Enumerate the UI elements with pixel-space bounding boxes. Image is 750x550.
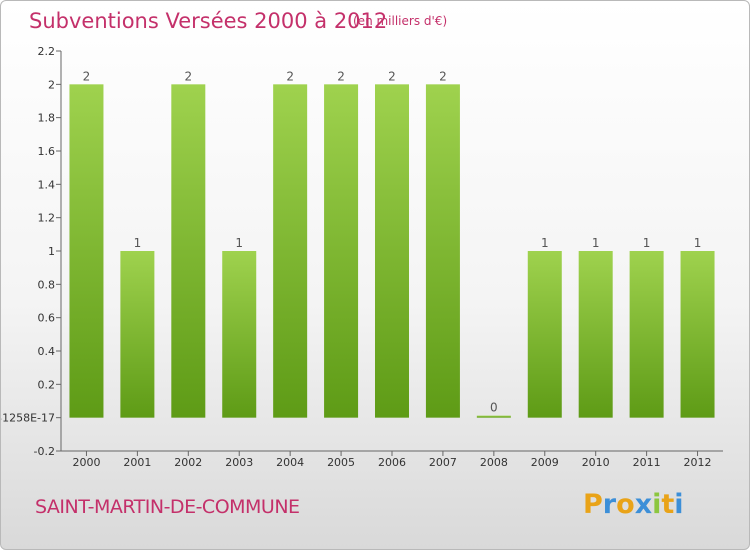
chart-subtitle: (en milliers d'€) <box>353 14 448 28</box>
bar-2004 <box>273 84 308 418</box>
data-label-2006: 2 <box>388 69 396 83</box>
bar-2003 <box>222 251 257 418</box>
bar-2008 <box>476 415 511 418</box>
y-tick-label: 0.2 <box>38 378 56 391</box>
labels: 2 2000 1 2001 2 2002 1 2003 2 2004 2 2005 2 2006 2 2007… <box>72 69 711 469</box>
data-label-2005: 2 <box>337 69 345 83</box>
logo-letter: t <box>661 489 675 520</box>
bar-2002 <box>171 84 206 418</box>
data-label-2002: 2 <box>184 69 192 83</box>
data-label-2009: 1 <box>541 236 549 250</box>
data-label-2000: 2 <box>83 69 91 83</box>
logo-letter: P <box>583 489 603 520</box>
x-tick-label: 2002 <box>174 456 202 469</box>
bar-2006 <box>375 84 409 418</box>
data-label-2012: 1 <box>694 236 702 250</box>
commune-name: SAINT-MARTIN-DE-COMMUNE <box>35 496 300 518</box>
x-tick-label: 2010 <box>582 456 610 469</box>
y-tick-label: 1.8 <box>38 112 56 125</box>
data-label-2001: 1 <box>134 236 142 250</box>
x-tick-label: 2005 <box>327 456 355 469</box>
y-tick-label: -5.5511151231258E-17 <box>1 412 55 425</box>
x-tick-label: 2011 <box>633 456 661 469</box>
bar-2010 <box>578 251 613 418</box>
bar-2011 <box>629 251 664 418</box>
x-tick-label: 2003 <box>225 456 253 469</box>
logo-letter: r <box>602 489 617 520</box>
data-label-2011: 1 <box>643 236 651 250</box>
x-tick-label: 2004 <box>276 456 304 469</box>
x-tick-label: 2007 <box>429 456 457 469</box>
y-tick-label: 1.6 <box>38 145 56 158</box>
bar-2009 <box>527 251 562 418</box>
x-tick-label: 2000 <box>72 456 100 469</box>
y-tick-label: 2 <box>48 78 55 91</box>
y-tick-label: 0.6 <box>38 312 56 325</box>
bar-2007 <box>425 84 460 418</box>
x-tick-label: 2012 <box>684 456 712 469</box>
bars <box>69 84 715 418</box>
axes: -0.2 -5.5511151231258E-17 0.2 0.4 0.6 0.8 1 1.2… <box>1 45 723 458</box>
data-label-2004: 2 <box>286 69 294 83</box>
bar-2012 <box>680 251 715 418</box>
data-label-2007: 2 <box>439 69 447 83</box>
y-tick-label: -0.2 <box>34 445 55 458</box>
x-tick-label: 2006 <box>378 456 406 469</box>
y-tick-label: 0.8 <box>38 278 56 291</box>
chart-title: Subventions Versées 2000 à 2012 <box>29 9 388 33</box>
y-tick-label: 2.2 <box>38 45 56 58</box>
y-tick-label: 1 <box>48 245 55 258</box>
y-tick-label: 0.4 <box>38 345 56 358</box>
data-label-2010: 1 <box>592 236 600 250</box>
data-label-2008: 0 <box>490 401 498 415</box>
logo-letter: i <box>674 489 684 520</box>
y-tick-label: 1.2 <box>38 212 56 225</box>
x-tick-label: 2008 <box>480 456 508 469</box>
logo-letter: i <box>652 489 662 520</box>
bar-2001 <box>120 251 155 418</box>
proxiti-logo: Proxiti <box>583 489 684 520</box>
logo-letter: x <box>634 489 653 520</box>
bar-2005 <box>324 84 359 418</box>
y-tick-label: 1.4 <box>38 178 56 191</box>
logo-letter: o <box>616 489 635 520</box>
x-tick-label: 2009 <box>531 456 559 469</box>
x-tick-label: 2001 <box>123 456 151 469</box>
bar-2000 <box>69 84 104 418</box>
data-label-2003: 1 <box>235 236 243 250</box>
